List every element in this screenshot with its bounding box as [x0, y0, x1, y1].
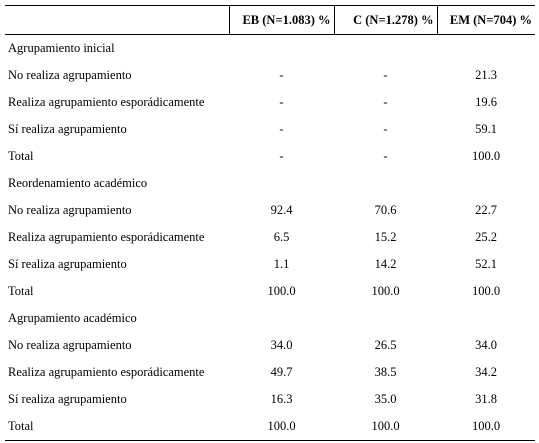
row-label: Sí realiza agrupamiento: [8, 392, 127, 406]
cell-em: 21.3: [475, 68, 497, 82]
cell-c: 26.5: [374, 338, 397, 352]
cell-c: 70.6: [374, 203, 397, 217]
cell-em: 31.8: [475, 392, 497, 406]
section-title-row: Agrupamiento académico: [5, 305, 535, 332]
cell-em: 100.0: [471, 284, 501, 298]
cell-c: -: [383, 95, 388, 109]
cell-c: -: [383, 68, 388, 82]
table-row: Realiza agrupamiento esporádicamente 49.…: [5, 359, 535, 386]
row-label: Realiza agrupamiento esporádicamente: [8, 365, 205, 379]
row-label: Sí realiza agrupamiento: [8, 122, 127, 136]
table-header-row: EB (N=1.083) % C (N=1.278) % EM (N=704) …: [5, 5, 535, 35]
cell-eb: 100.0: [267, 284, 296, 298]
row-label: No realiza agrupamiento: [8, 68, 132, 82]
cell-c: 14.2: [374, 257, 397, 271]
grouping-percentages-table: EB (N=1.083) % C (N=1.278) % EM (N=704) …: [5, 5, 535, 441]
cell-eb: 34.0: [270, 338, 293, 352]
row-label: No realiza agrupamiento: [8, 338, 132, 352]
section-title-row: Agrupamiento inicial: [5, 35, 535, 63]
table-row: No realiza agrupamiento 92.4 70.6 22.7: [5, 197, 535, 224]
cell-eb: -: [279, 149, 284, 163]
row-label: No realiza agrupamiento: [8, 203, 132, 217]
row-label: Realiza agrupamiento esporádicamente: [8, 95, 205, 109]
row-label: Sí realiza agrupamiento: [8, 257, 127, 271]
cell-c: -: [383, 149, 388, 163]
cell-em: 34.2: [475, 365, 497, 379]
header-em: EM (N=704) %: [436, 5, 535, 35]
row-label: Total: [8, 284, 34, 298]
cell-em: 22.7: [475, 203, 497, 217]
table-row: Realiza agrupamiento esporádicamente 6.5…: [5, 224, 535, 251]
cell-eb: 16.3: [270, 392, 293, 406]
cell-em: 19.6: [475, 95, 497, 109]
row-label: Total: [5, 413, 229, 441]
table-row: Sí realiza agrupamiento 1.1 14.2 52.1: [5, 251, 535, 278]
row-label: Total: [8, 149, 34, 163]
table-row: No realiza agrupamiento - - 21.3: [5, 62, 535, 89]
cell-eb: -: [279, 68, 284, 82]
cell-eb: 92.4: [270, 203, 293, 217]
header-label-cell: [5, 5, 229, 35]
section-title: Agrupamiento inicial: [8, 41, 115, 55]
cell-eb: 6.5: [273, 230, 290, 244]
header-eb: EB (N=1.083) %: [228, 5, 334, 35]
cell-c: 100.0: [334, 413, 437, 441]
cell-eb: -: [279, 95, 284, 109]
table-row: Sí realiza agrupamiento - - 59.1: [5, 116, 535, 143]
cell-eb: 1.1: [273, 257, 290, 271]
cell-em: 25.2: [475, 230, 497, 244]
table-row: No realiza agrupamiento 34.0 26.5 34.0: [5, 332, 535, 359]
cell-eb: -: [279, 122, 284, 136]
section-title-row: Reordenamiento académico: [5, 170, 535, 197]
table-row: Sí realiza agrupamiento 16.3 35.0 31.8: [5, 386, 535, 413]
cell-em: 34.0: [475, 338, 497, 352]
table-row: Total 100.0 100.0 100.0: [5, 278, 535, 305]
cell-c: 38.5: [374, 365, 397, 379]
section-title: Reordenamiento académico: [8, 176, 148, 190]
row-label: Realiza agrupamiento esporádicamente: [8, 230, 205, 244]
cell-c: -: [383, 122, 388, 136]
cell-em: 52.1: [475, 257, 497, 271]
cell-c: 100.0: [371, 284, 400, 298]
cell-em: 100.0: [437, 413, 535, 441]
cell-c: 15.2: [374, 230, 397, 244]
cell-em: 100.0: [471, 149, 501, 163]
table-row: Total 100.0 100.0 100.0: [5, 413, 535, 441]
cell-eb: 49.7: [270, 365, 293, 379]
cell-eb: 100.0: [229, 413, 334, 441]
header-c: C (N=1.278) %: [333, 5, 437, 35]
table-row: Total - - 100.0: [5, 143, 535, 170]
table-row: Realiza agrupamiento esporádicamente - -…: [5, 89, 535, 116]
cell-em: 59.1: [475, 122, 497, 136]
cell-c: 35.0: [374, 392, 397, 406]
section-title: Agrupamiento académico: [8, 311, 137, 325]
